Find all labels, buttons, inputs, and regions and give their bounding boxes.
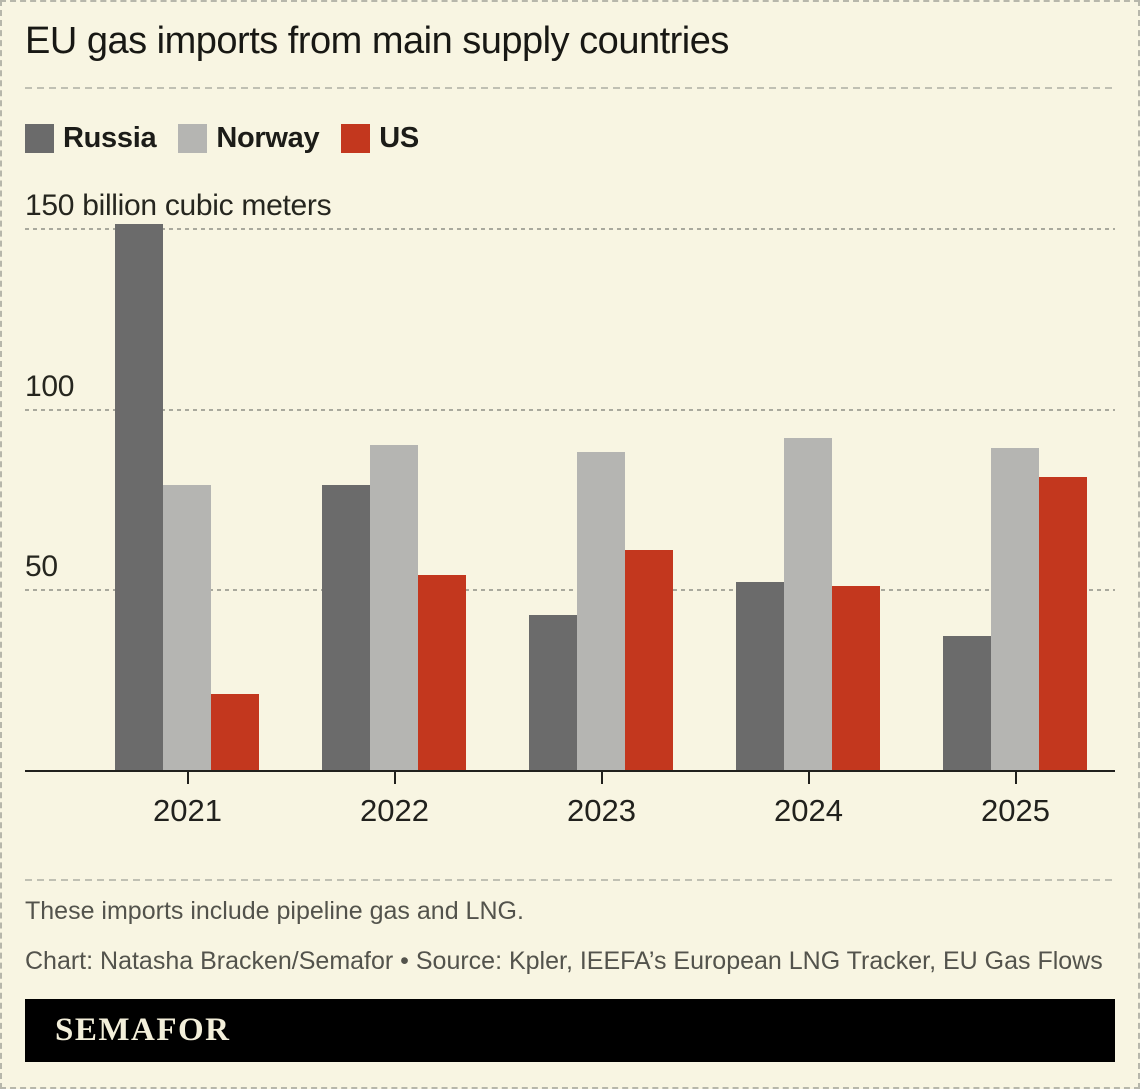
bar-russia-2022 bbox=[322, 485, 370, 770]
bar-norway-2023 bbox=[577, 452, 625, 770]
x-axis-label-2024: 2024 bbox=[774, 793, 843, 828]
bar-us-2023 bbox=[625, 550, 673, 770]
bar-russia-2023 bbox=[529, 615, 577, 770]
legend-label-norway: Norway bbox=[216, 121, 320, 154]
bar-us-2021 bbox=[211, 694, 259, 770]
x-axis-label-2025: 2025 bbox=[981, 793, 1050, 828]
bar-norway-2022 bbox=[370, 445, 418, 770]
bar-russia-2025 bbox=[943, 636, 991, 770]
y-axis-label-150: 150 billion cubic meters bbox=[25, 189, 332, 222]
legend-label-us: US bbox=[379, 121, 419, 154]
bar-group-2021: 2021 bbox=[115, 224, 260, 826]
footnote: These imports include pipeline gas and L… bbox=[25, 897, 524, 925]
legend-swatch-us bbox=[341, 123, 371, 153]
bar-group-2023: 2023 bbox=[529, 230, 674, 826]
bar-group-2025: 2025 bbox=[943, 230, 1088, 826]
semafor-logo: SEMAFOR bbox=[55, 1012, 231, 1048]
bar-norway-2021 bbox=[163, 485, 211, 770]
y-axis-label-50: 50 bbox=[25, 550, 58, 584]
gridline-150 bbox=[25, 228, 1115, 230]
bar-russia-2021 bbox=[115, 224, 163, 770]
x-tick-2024 bbox=[807, 772, 810, 784]
legend-item-norway: Norway bbox=[178, 121, 320, 155]
legend-item-us: US bbox=[341, 122, 419, 155]
title-separator bbox=[25, 87, 1115, 89]
y-axis-label-100: 100 bbox=[25, 369, 75, 403]
bar-russia-2024 bbox=[736, 582, 784, 770]
x-tick-2021 bbox=[186, 772, 189, 784]
bar-group-2022: 2022 bbox=[322, 230, 467, 826]
gridline-50 bbox=[25, 589, 1115, 592]
page-title: EU gas imports from main supply countrie… bbox=[25, 20, 729, 62]
legend-item-russia: Russia bbox=[25, 121, 157, 155]
logo-bar: SEMAFOR bbox=[25, 999, 1115, 1062]
bar-norway-2024 bbox=[784, 438, 832, 770]
x-axis-label-2021: 2021 bbox=[153, 793, 222, 828]
gridline-100 bbox=[25, 408, 1115, 411]
bar-group-2024: 2024 bbox=[736, 230, 881, 826]
legend-label-russia: Russia bbox=[63, 121, 157, 154]
plot-area: 50 100 150 billion cubic meters 2021 2022 202… bbox=[25, 191, 1115, 826]
x-axis-label-2023: 2023 bbox=[567, 793, 636, 828]
bar-us-2024 bbox=[832, 586, 880, 770]
x-axis-label-2022: 2022 bbox=[360, 793, 429, 828]
legend-swatch-russia bbox=[25, 123, 54, 153]
bar-norway-2025 bbox=[991, 448, 1039, 770]
legend: Russia Norway US bbox=[25, 121, 1115, 155]
bar-us-2025 bbox=[1039, 477, 1087, 770]
bar-us-2022 bbox=[418, 575, 466, 770]
x-tick-2022 bbox=[393, 772, 396, 784]
footer-separator bbox=[25, 879, 1115, 881]
x-tick-2025 bbox=[1014, 772, 1017, 784]
x-tick-2023 bbox=[600, 772, 603, 784]
credit-line: Chart: Natasha Bracken/Semafor • Source:… bbox=[25, 947, 1103, 975]
legend-swatch-norway bbox=[178, 123, 208, 153]
